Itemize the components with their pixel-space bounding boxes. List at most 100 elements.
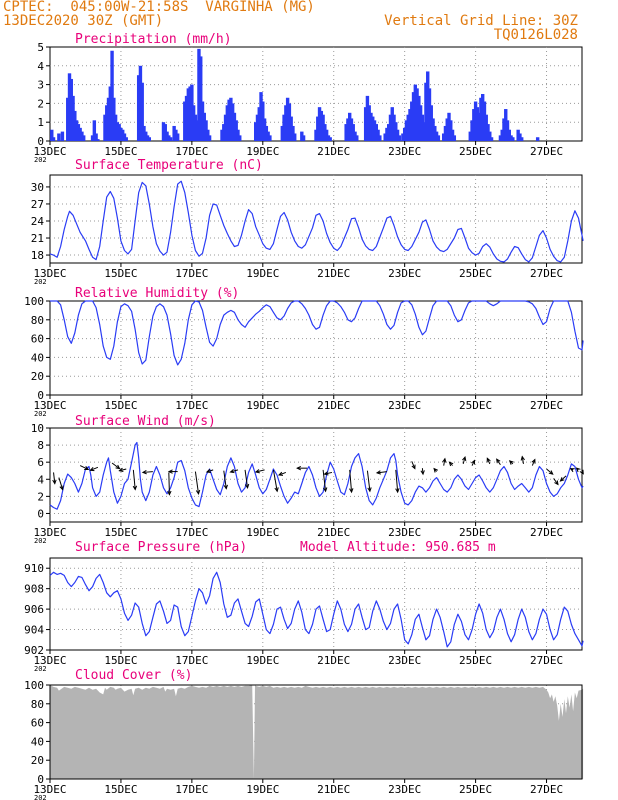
cloud-year-fragment: 202 xyxy=(34,794,47,800)
wind-arrow xyxy=(411,461,416,470)
precip-ytick-label: 3 xyxy=(37,79,44,92)
cloud-frame-top xyxy=(49,684,583,780)
precip-bar xyxy=(207,135,212,141)
cloud-ytick-label: 100 xyxy=(24,679,44,692)
temp-ytick-label: 24 xyxy=(31,215,45,228)
pres-xtick-label: 19DEC xyxy=(246,654,279,667)
precip-bar xyxy=(323,124,327,141)
wind-arrow-head xyxy=(559,477,565,482)
header-date-line: 13DEC2020 30Z (GMT) xyxy=(3,13,164,29)
wind-arrow xyxy=(375,470,387,475)
wind-arrow xyxy=(111,462,121,470)
precip-bar xyxy=(163,124,167,141)
precip-bar xyxy=(424,82,428,141)
precip-bar xyxy=(363,107,368,141)
precip-bar xyxy=(383,133,387,141)
precip-bar xyxy=(436,135,441,141)
precip-bar xyxy=(365,95,370,141)
precip-bar xyxy=(259,92,263,141)
precip-bar xyxy=(388,114,393,141)
wind-arrow xyxy=(118,467,127,473)
pres-title: Surface Pressure (hPa) xyxy=(75,540,247,555)
precip-bar xyxy=(67,73,72,141)
rh-ytick-label: 40 xyxy=(31,351,44,364)
temp-year-fragment: 202 xyxy=(34,278,47,286)
wind-arrow-head xyxy=(520,455,525,461)
precip-bar xyxy=(51,137,56,141)
precip-bar xyxy=(225,105,230,141)
wind-arrow-shaft xyxy=(411,461,416,469)
precip-bar xyxy=(103,114,107,141)
cloud-xtick-label: 19DEC xyxy=(246,783,279,796)
precip-xtick-label: 19DEC xyxy=(246,145,279,158)
wind-arrow xyxy=(254,469,265,474)
precip-bar xyxy=(441,133,446,141)
pres-ytick-label: 908 xyxy=(24,583,44,596)
precip-bar xyxy=(167,135,171,141)
precip-bar xyxy=(353,131,357,141)
wind-arrow xyxy=(486,457,491,465)
pres-subtitle: Model Altitude: 950.685 m xyxy=(300,540,496,555)
cloud-xtick-label: 23DEC xyxy=(388,783,421,796)
temp-xtick-label: 13DEC xyxy=(33,267,66,280)
wind-arrow-shaft xyxy=(278,471,287,476)
precip-bar xyxy=(443,125,448,141)
precip-bar xyxy=(434,131,439,141)
precip-bar xyxy=(69,78,73,141)
precip-bar xyxy=(401,133,405,141)
precip-bar xyxy=(230,103,235,141)
precip-bar xyxy=(232,112,237,141)
precip-bar xyxy=(301,135,306,141)
precip-bar xyxy=(119,127,123,141)
rh-ytick-label: 100 xyxy=(24,295,44,308)
cloud-ytick-label: 60 xyxy=(31,717,44,730)
precip-bar xyxy=(449,120,453,141)
precip-bar xyxy=(289,116,293,141)
wind-xtick-label: 17DEC xyxy=(175,526,208,539)
precip-bar xyxy=(136,75,141,141)
precip-bar xyxy=(376,129,380,141)
precip-bar xyxy=(255,114,260,141)
precip-bar xyxy=(392,114,396,141)
precip-bar xyxy=(142,125,146,141)
precip-bar xyxy=(117,124,121,141)
precip-bar xyxy=(349,118,354,141)
precip-xtick-label: 15DEC xyxy=(104,145,137,158)
temp-xtick-label: 17DEC xyxy=(175,267,208,280)
wind-arrow-shaft xyxy=(443,458,446,466)
wind-arrow-head xyxy=(195,489,201,495)
wind-arrow-head xyxy=(323,471,329,476)
precip-bar xyxy=(175,133,180,141)
header-grid-line-info: Vertical Grid Line: 30Z xyxy=(384,13,578,29)
precip-bar xyxy=(374,124,378,141)
precip-bar xyxy=(479,97,483,141)
wind-arrow-shaft xyxy=(272,469,278,492)
precip-bar xyxy=(184,95,189,141)
wind-arrow-head xyxy=(167,469,173,474)
wind-frame xyxy=(49,427,583,523)
precip-bar xyxy=(431,118,435,141)
precip-xtick-label: 25DEC xyxy=(459,145,492,158)
precip-xtick-label: 23DEC xyxy=(388,145,421,158)
precip-bar xyxy=(261,101,265,141)
wind-xtick-label: 13DEC xyxy=(33,526,66,539)
precip-bar xyxy=(90,135,95,141)
precip-bar xyxy=(257,107,261,141)
wind-arrow xyxy=(349,469,354,494)
precip-bar xyxy=(480,94,485,141)
precip-bar xyxy=(372,120,377,141)
precip-bar xyxy=(80,131,84,141)
wind-arrow-shaft xyxy=(244,469,249,488)
precip-bar xyxy=(427,88,432,141)
wind-arrow-head xyxy=(274,487,279,493)
wind-arrow-shaft xyxy=(223,470,227,489)
cloud-ytick-label: 40 xyxy=(31,735,44,748)
precip-bar xyxy=(319,110,324,141)
precip-bar xyxy=(285,97,290,141)
wind-arrow-shaft xyxy=(79,465,89,470)
wind-arrow-head xyxy=(229,468,235,474)
precip-frame xyxy=(49,46,583,142)
precip-bar xyxy=(183,101,187,141)
precip-bar xyxy=(199,56,203,141)
wind-arrow xyxy=(205,468,214,473)
